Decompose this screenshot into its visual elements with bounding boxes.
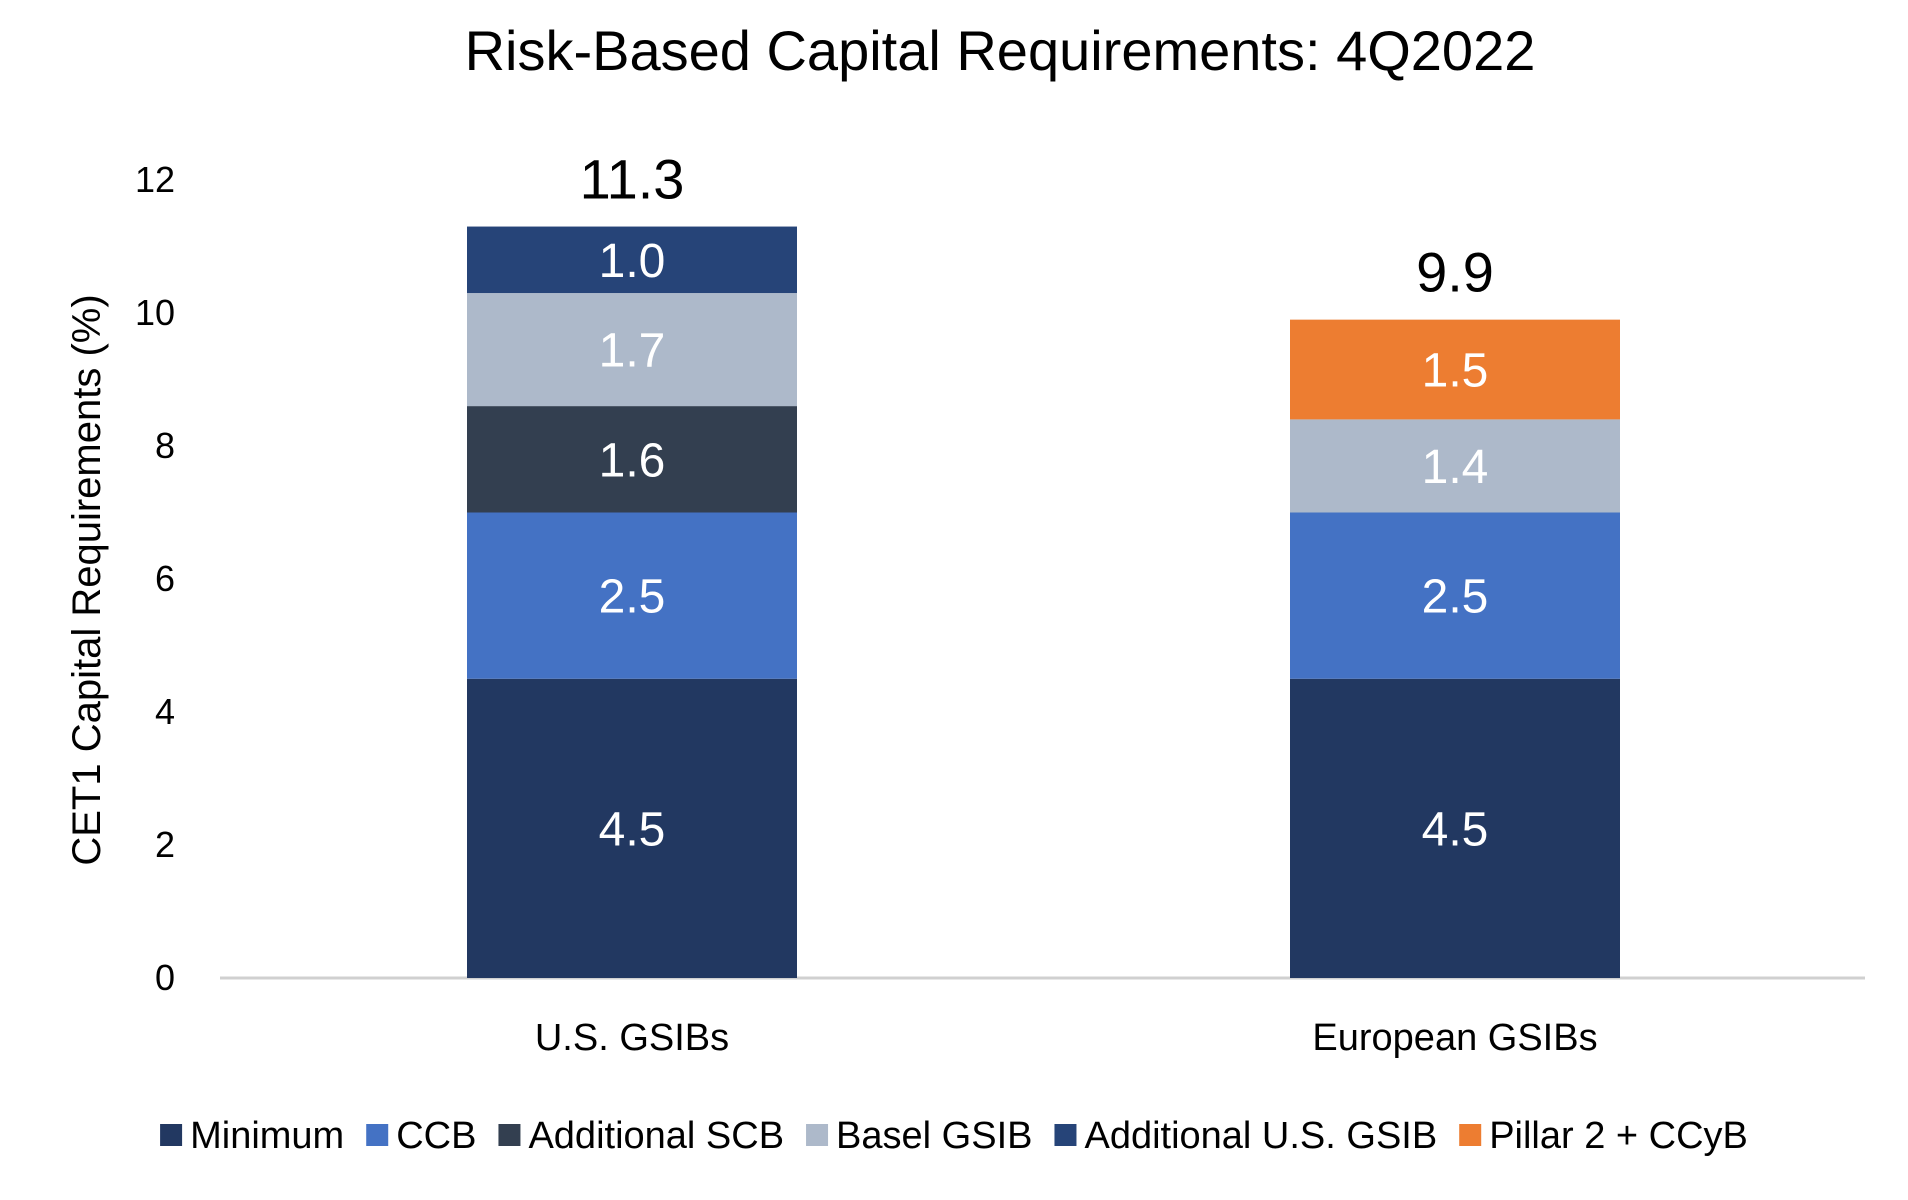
legend-swatch — [498, 1124, 521, 1146]
legend-swatch — [1459, 1124, 1482, 1146]
bar-total-label: 9.9 — [1416, 241, 1494, 304]
bars: 4.5 2.5 1.6 1.7 1.0 11.3 4.5 2.5 1.4 1.5 9.9 — [467, 148, 1620, 978]
bar-segment — [467, 226, 797, 294]
bar-total-label: 11.3 — [580, 148, 685, 211]
legend-label: Additional SCB — [528, 1115, 784, 1157]
legend-label: Pillar 2 + CCyB — [1489, 1115, 1748, 1157]
legend-label: Minimum — [190, 1115, 344, 1157]
bar-segment-label: 2.5 — [599, 571, 666, 624]
legend-item: Additional SCB — [498, 1115, 784, 1157]
bar-segment — [1290, 678, 1620, 978]
y-tick-label: 12 — [135, 159, 175, 200]
y-tick-label: 8 — [155, 425, 175, 466]
bar-segment — [467, 406, 797, 513]
y-tick-label: 2 — [155, 824, 175, 865]
bar-segment — [467, 293, 797, 407]
legend-swatch — [806, 1124, 829, 1146]
bar-segment-label: 1.4 — [1422, 441, 1489, 494]
bar-segment — [1290, 319, 1620, 420]
legend: Minimum CCB Additional SCB Basel GSIB Additi… — [160, 1115, 1748, 1157]
y-tick-label: 4 — [155, 691, 175, 732]
legend-label: Additional U.S. GSIB — [1084, 1115, 1437, 1157]
legend-swatch — [366, 1124, 389, 1146]
x-category-label: U.S. GSIBs — [535, 1017, 729, 1059]
chart-title: Risk-Based Capital Requirements: 4Q2022 — [465, 19, 1536, 82]
y-axis-ticks: 0 2 4 6 8 10 12 — [135, 159, 175, 998]
y-tick-label: 6 — [155, 558, 175, 599]
bar-segment — [467, 512, 797, 679]
y-tick-label: 10 — [135, 292, 175, 333]
y-axis-label: CET1 Capital Requirements (%) — [65, 294, 109, 865]
x-category-label: European GSIBs — [1312, 1017, 1597, 1059]
legend-item: Pillar 2 + CCyB — [1459, 1115, 1748, 1157]
bar-segment-label: 2.5 — [1422, 571, 1489, 624]
legend-label: Basel GSIB — [836, 1115, 1032, 1157]
legend-item: Basel GSIB — [806, 1115, 1032, 1157]
bar-segment — [1290, 419, 1620, 513]
legend-item: Minimum — [160, 1115, 344, 1157]
legend-swatch — [160, 1124, 183, 1146]
bar-segment-label: 1.5 — [1422, 345, 1489, 398]
bar-segment-label: 1.7 — [599, 325, 666, 378]
x-axis-categories: U.S. GSIBs European GSIBs — [535, 1017, 1598, 1059]
legend-item: Additional U.S. GSIB — [1054, 1115, 1437, 1157]
legend-label: CCB — [396, 1115, 476, 1157]
bar-segment-label: 1.0 — [599, 235, 666, 288]
bar-segment — [467, 678, 797, 978]
bar-segment-label: 1.6 — [599, 434, 666, 487]
legend-item: CCB — [366, 1115, 476, 1157]
bar-segment — [1290, 512, 1620, 679]
legend-swatch — [1054, 1124, 1077, 1146]
bar-segment-label: 4.5 — [1422, 803, 1489, 856]
bar-segment-label: 4.5 — [599, 803, 666, 856]
y-tick-label: 0 — [155, 957, 175, 998]
